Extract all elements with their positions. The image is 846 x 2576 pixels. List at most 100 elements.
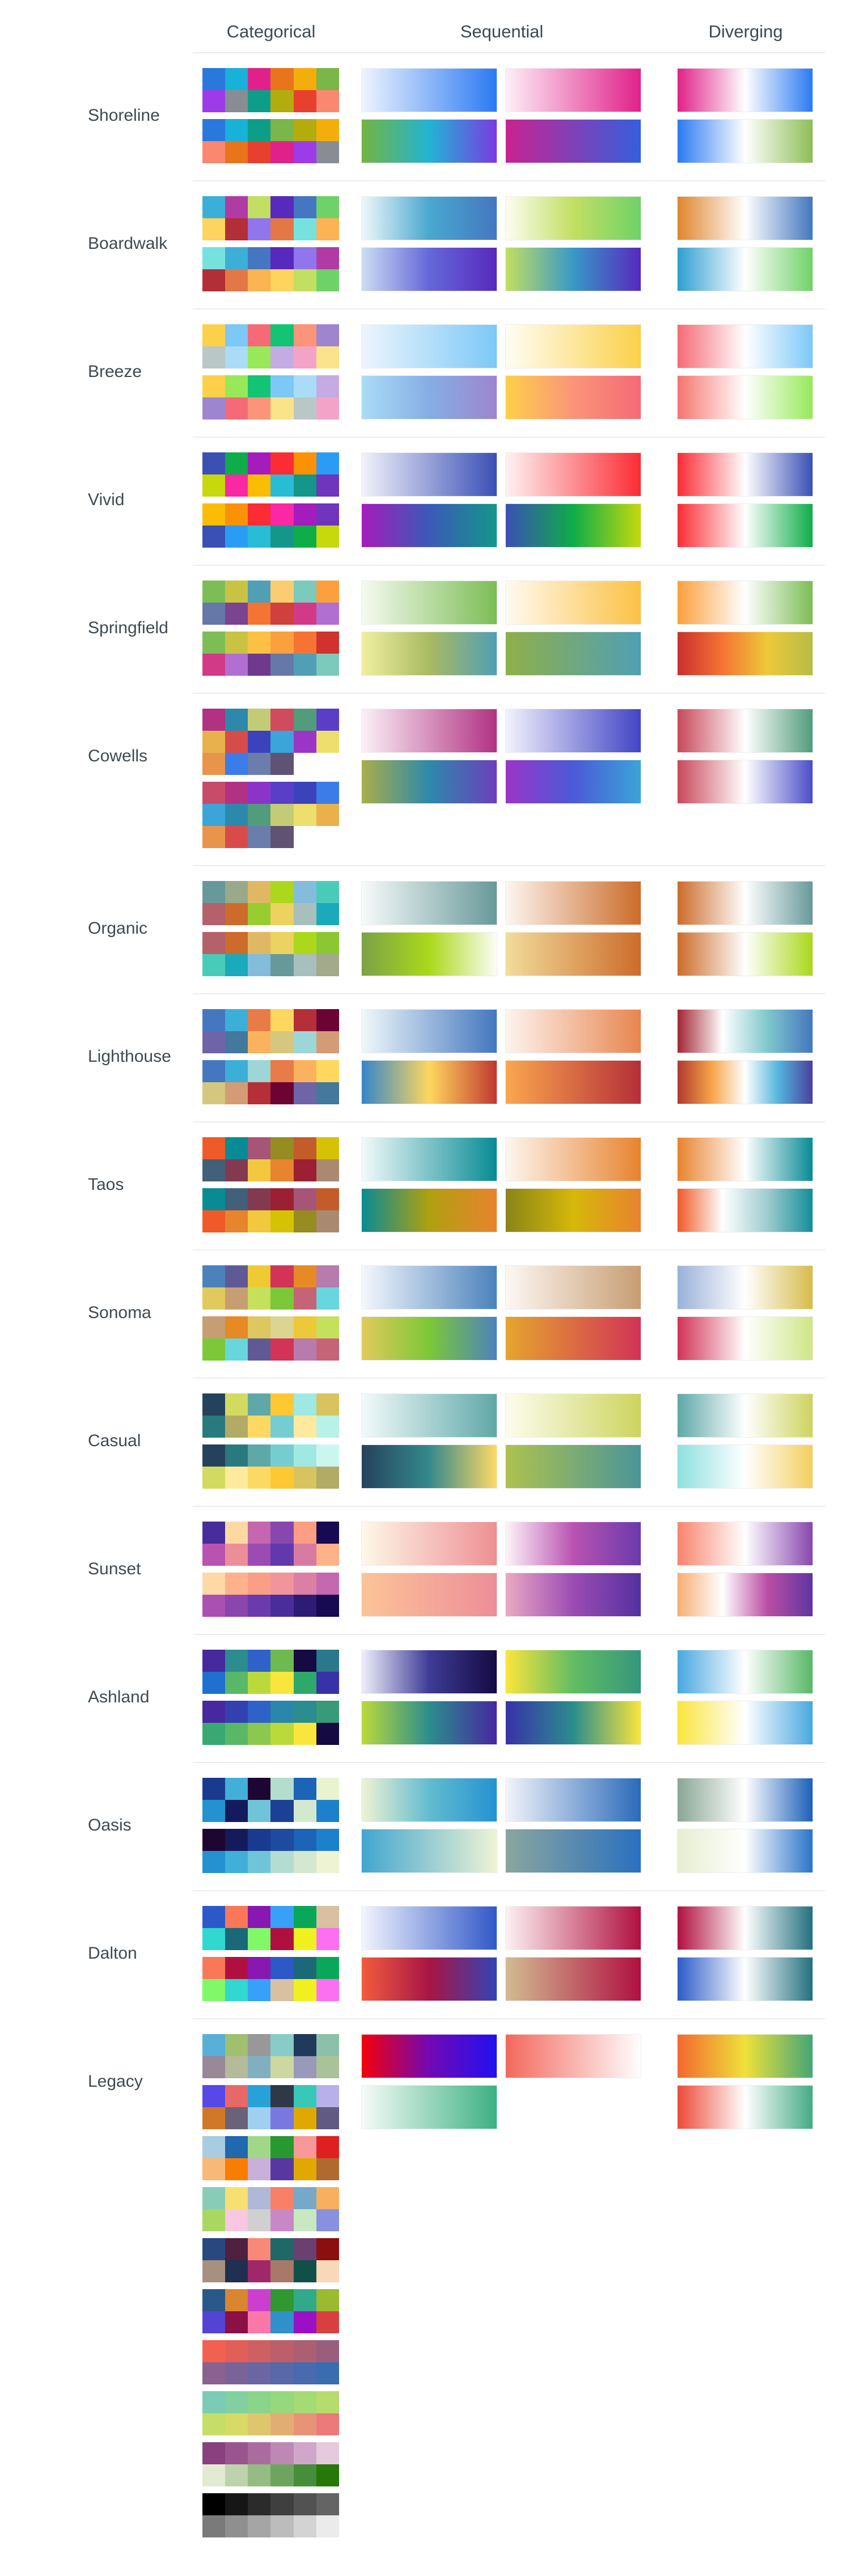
diverging-gradient[interactable]: [677, 1009, 813, 1053]
diverging-gradient[interactable]: [677, 68, 813, 112]
sequential-gradient[interactable]: [505, 1265, 641, 1310]
diverging-gradient[interactable]: [677, 375, 813, 420]
sequential-gradient[interactable]: [361, 760, 497, 804]
sequential-gradient[interactable]: [361, 68, 497, 112]
sequential-gradient[interactable]: [361, 1009, 497, 1053]
categorical-palette[interactable]: [202, 196, 339, 240]
categorical-palette[interactable]: [202, 68, 339, 112]
categorical-palette[interactable]: [202, 2034, 339, 2078]
diverging-gradient[interactable]: [677, 1444, 813, 1489]
sequential-gradient[interactable]: [505, 1650, 641, 1694]
categorical-palette[interactable]: [202, 2391, 339, 2435]
diverging-gradient[interactable]: [677, 1137, 813, 1181]
categorical-palette[interactable]: [202, 324, 339, 368]
sequential-gradient[interactable]: [361, 1957, 497, 2001]
categorical-palette[interactable]: [202, 2442, 339, 2486]
sequential-gradient[interactable]: [505, 247, 641, 291]
categorical-palette[interactable]: [202, 2136, 339, 2180]
diverging-gradient[interactable]: [677, 1316, 813, 1361]
sequential-gradient[interactable]: [361, 196, 497, 240]
sequential-gradient[interactable]: [505, 760, 641, 804]
categorical-palette[interactable]: [202, 1957, 339, 2001]
sequential-gradient[interactable]: [505, 1829, 641, 1873]
sequential-gradient[interactable]: [361, 1701, 497, 1745]
sequential-gradient[interactable]: [505, 1316, 641, 1361]
sequential-gradient[interactable]: [505, 881, 641, 925]
sequential-gradient[interactable]: [505, 324, 641, 368]
categorical-palette[interactable]: [202, 375, 339, 420]
categorical-palette[interactable]: [202, 881, 339, 925]
sequential-gradient[interactable]: [505, 1444, 641, 1489]
sequential-gradient[interactable]: [505, 632, 641, 676]
sequential-gradient[interactable]: [505, 932, 641, 976]
sequential-gradient[interactable]: [361, 452, 497, 497]
diverging-gradient[interactable]: [677, 1573, 813, 1617]
sequential-gradient[interactable]: [505, 1522, 641, 1566]
diverging-gradient[interactable]: [677, 1650, 813, 1694]
categorical-palette[interactable]: [202, 1522, 339, 1566]
sequential-gradient[interactable]: [361, 2085, 497, 2129]
sequential-gradient[interactable]: [361, 1778, 497, 1822]
sequential-gradient[interactable]: [505, 1393, 641, 1438]
categorical-palette[interactable]: [202, 503, 339, 548]
sequential-gradient[interactable]: [505, 452, 641, 497]
sequential-gradient[interactable]: [361, 1188, 497, 1232]
sequential-gradient[interactable]: [361, 709, 497, 753]
categorical-palette[interactable]: [202, 1137, 339, 1181]
diverging-gradient[interactable]: [677, 1701, 813, 1745]
diverging-gradient[interactable]: [677, 1265, 813, 1310]
categorical-palette[interactable]: [202, 632, 339, 676]
diverging-gradient[interactable]: [677, 581, 813, 625]
categorical-palette[interactable]: [202, 1188, 339, 1232]
sequential-gradient[interactable]: [361, 1573, 497, 1617]
categorical-palette[interactable]: [202, 1829, 339, 1873]
diverging-gradient[interactable]: [677, 881, 813, 925]
sequential-gradient[interactable]: [505, 68, 641, 112]
categorical-palette[interactable]: [202, 1701, 339, 1745]
categorical-palette[interactable]: [202, 782, 339, 848]
categorical-palette[interactable]: [202, 247, 339, 291]
sequential-gradient[interactable]: [505, 503, 641, 548]
diverging-gradient[interactable]: [677, 1906, 813, 1950]
diverging-gradient[interactable]: [677, 1957, 813, 2001]
diverging-gradient[interactable]: [677, 1778, 813, 1822]
sequential-gradient[interactable]: [361, 1265, 497, 1310]
sequential-gradient[interactable]: [505, 1060, 641, 1104]
sequential-gradient[interactable]: [361, 1137, 497, 1181]
sequential-gradient[interactable]: [361, 1650, 497, 1694]
categorical-palette[interactable]: [202, 932, 339, 976]
diverging-gradient[interactable]: [677, 632, 813, 676]
categorical-palette[interactable]: [202, 1009, 339, 1053]
sequential-gradient[interactable]: [361, 2034, 497, 2078]
sequential-gradient[interactable]: [505, 1957, 641, 2001]
diverging-gradient[interactable]: [677, 709, 813, 753]
diverging-gradient[interactable]: [677, 196, 813, 240]
sequential-gradient[interactable]: [361, 375, 497, 420]
sequential-gradient[interactable]: [505, 1573, 641, 1617]
sequential-gradient[interactable]: [361, 932, 497, 976]
sequential-gradient[interactable]: [505, 196, 641, 240]
categorical-palette[interactable]: [202, 2289, 339, 2333]
diverging-gradient[interactable]: [677, 760, 813, 804]
categorical-palette[interactable]: [202, 1265, 339, 1310]
diverging-gradient[interactable]: [677, 1393, 813, 1438]
categorical-palette[interactable]: [202, 1650, 339, 1694]
diverging-gradient[interactable]: [677, 1060, 813, 1104]
sequential-gradient[interactable]: [505, 119, 641, 163]
diverging-gradient[interactable]: [677, 1522, 813, 1566]
categorical-palette[interactable]: [202, 2085, 339, 2129]
sequential-gradient[interactable]: [361, 881, 497, 925]
sequential-gradient[interactable]: [361, 1316, 497, 1361]
sequential-gradient[interactable]: [505, 1906, 641, 1950]
sequential-gradient[interactable]: [361, 503, 497, 548]
categorical-palette[interactable]: [202, 1060, 339, 1104]
sequential-gradient[interactable]: [505, 1137, 641, 1181]
sequential-gradient[interactable]: [361, 1906, 497, 1950]
categorical-palette[interactable]: [202, 581, 339, 625]
sequential-gradient[interactable]: [505, 581, 641, 625]
categorical-palette[interactable]: [202, 2238, 339, 2282]
diverging-gradient[interactable]: [677, 452, 813, 497]
categorical-palette[interactable]: [202, 2187, 339, 2231]
categorical-palette[interactable]: [202, 452, 339, 497]
categorical-palette[interactable]: [202, 1393, 339, 1438]
